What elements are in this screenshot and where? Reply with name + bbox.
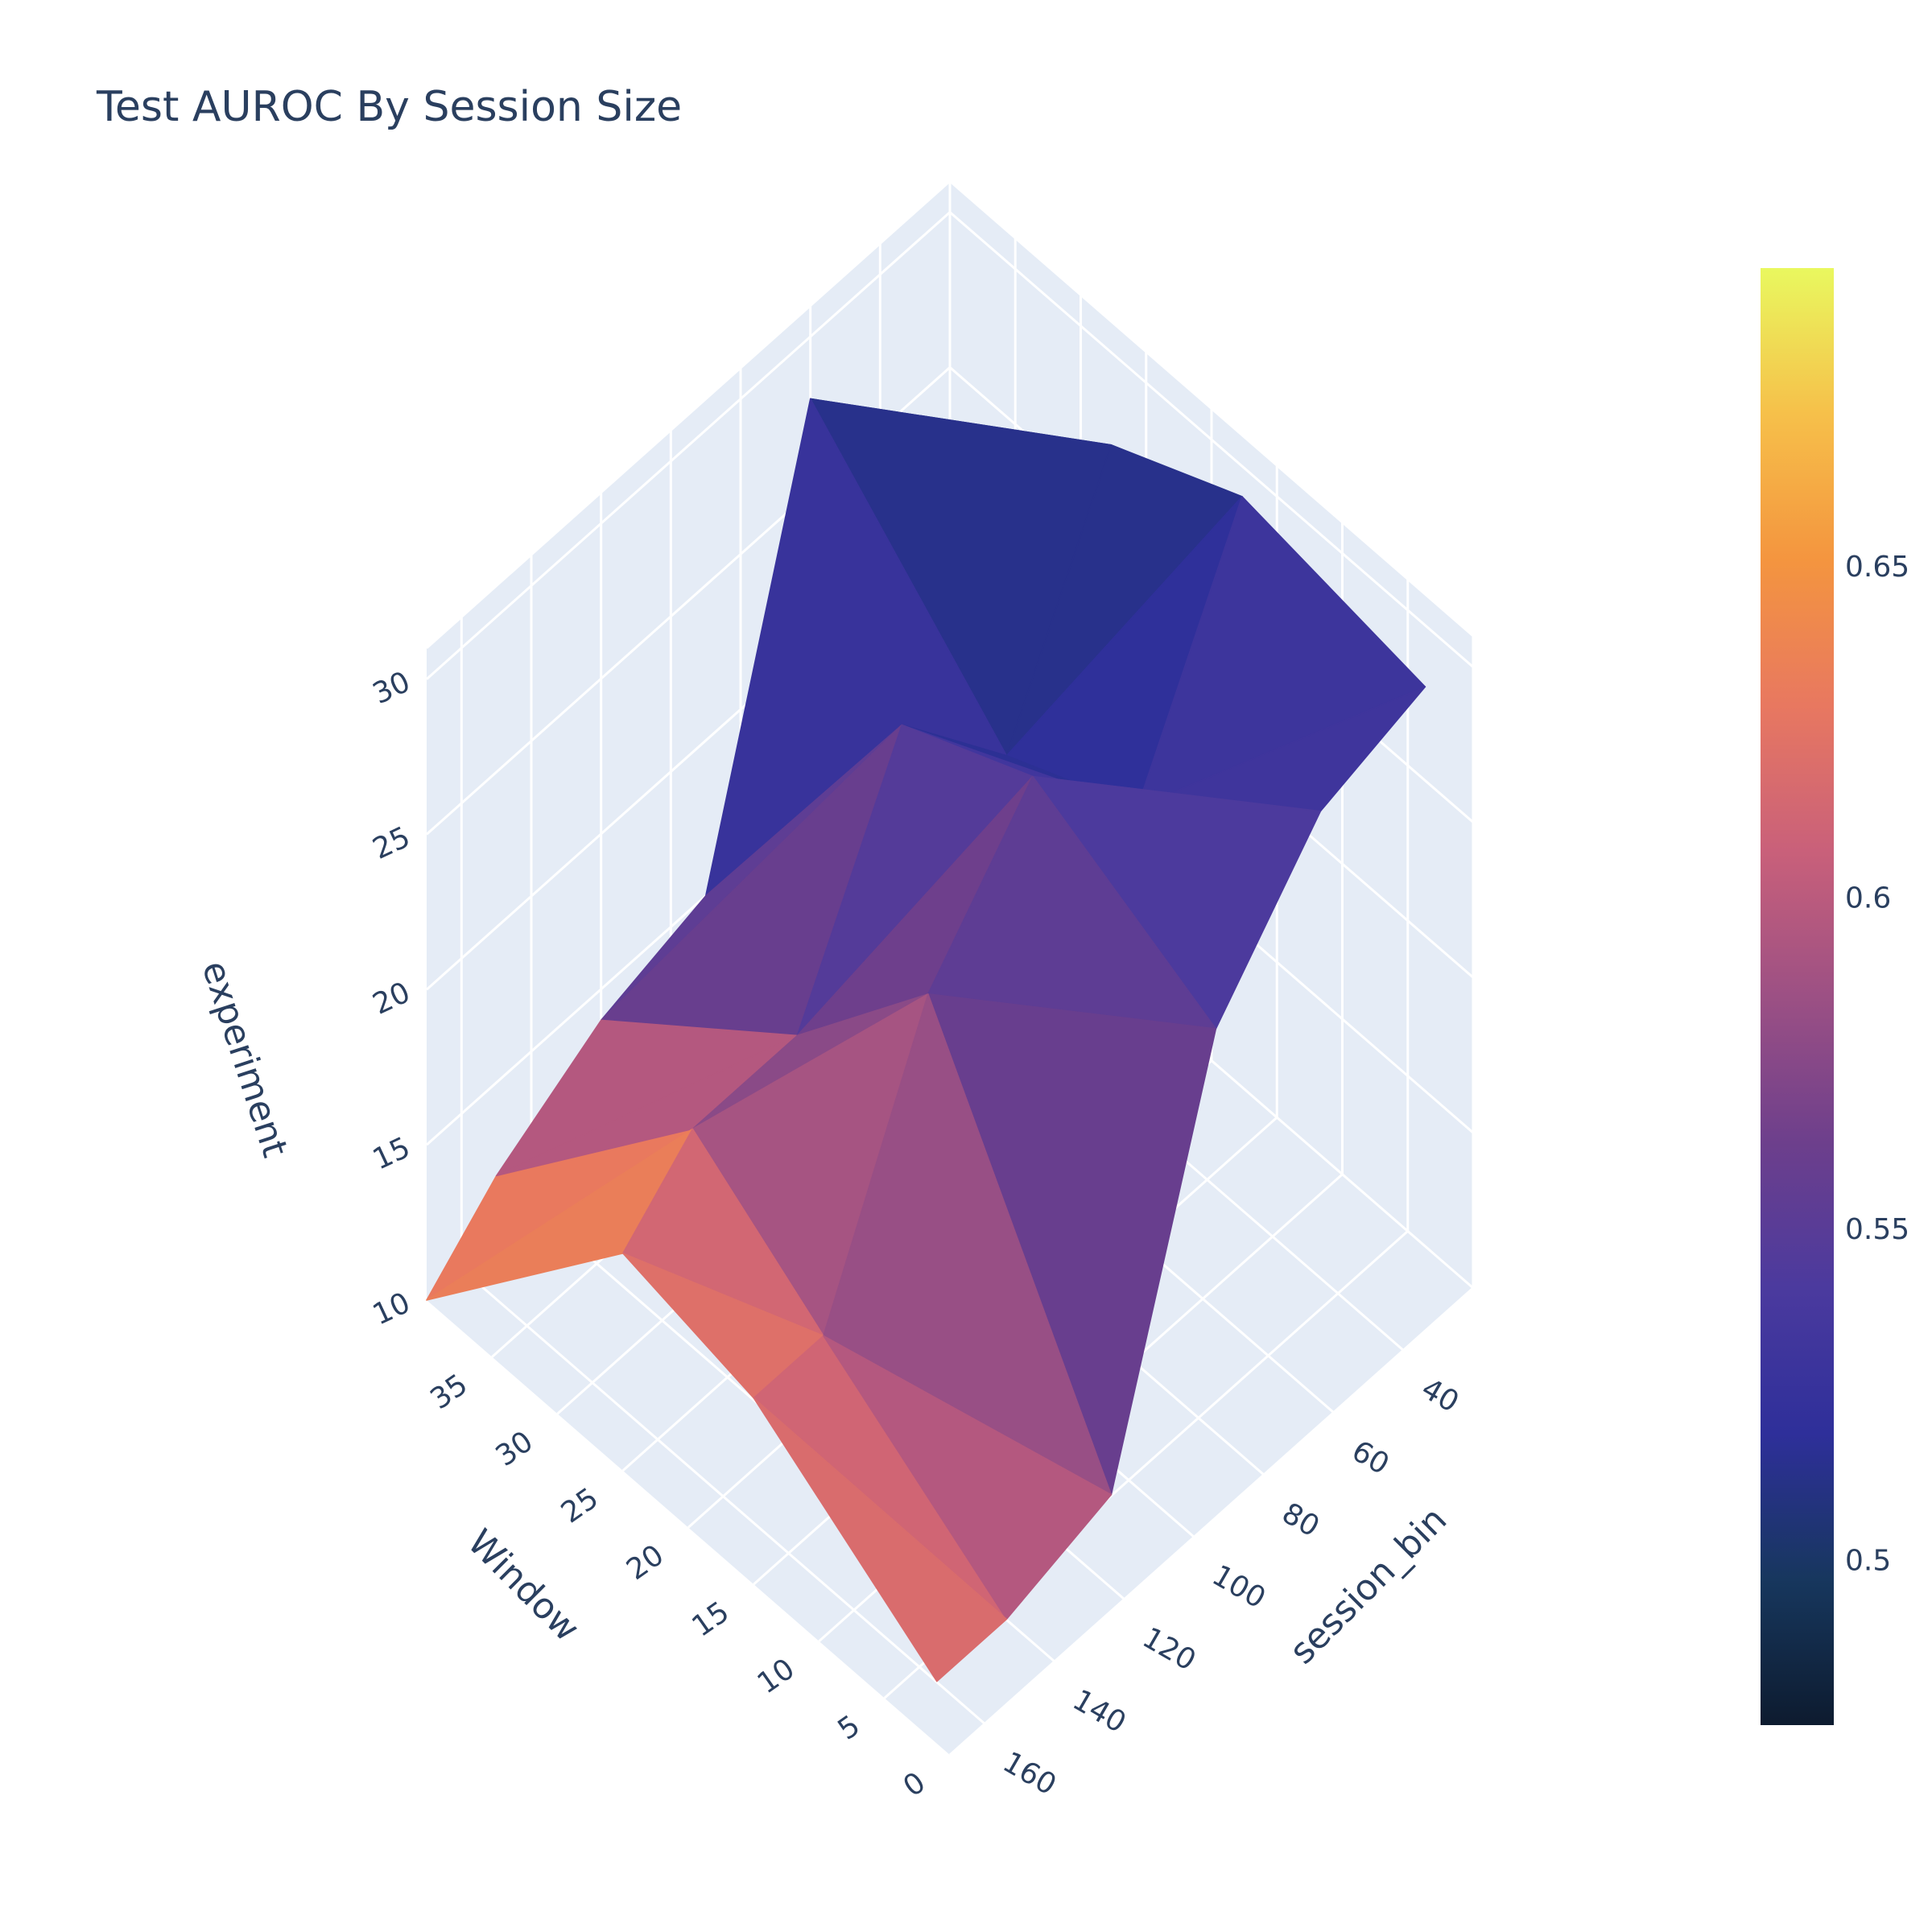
x-tick-label: 30 xyxy=(490,1425,539,1473)
z-tick-label: 15 xyxy=(368,1131,415,1177)
z-tick-label: 10 xyxy=(368,1286,415,1332)
z-tick-label: 30 xyxy=(368,666,415,712)
y-tick-label: 100 xyxy=(1207,1559,1271,1616)
z-axis-title: experiment xyxy=(193,956,295,1162)
surface-facet xyxy=(753,1397,1008,1682)
surface-plot xyxy=(426,398,1426,1682)
grid-line-z xyxy=(426,211,951,680)
surface-facet xyxy=(823,1335,1113,1620)
box-edge xyxy=(426,180,951,650)
x-tick-label: 5 xyxy=(832,1709,866,1747)
z-tick-label: 25 xyxy=(368,820,415,866)
colorbar-tick-label: 0.55 xyxy=(1845,1213,1909,1246)
x-axis-title: Window xyxy=(460,1521,588,1649)
colorbar-gradient xyxy=(1761,268,1834,1725)
chart-title: Test AUROC By Session Size xyxy=(96,83,682,131)
y-tick-label: 140 xyxy=(1067,1683,1132,1740)
z-tick-label: 20 xyxy=(368,976,415,1022)
colorbar-tick-label: 0.5 xyxy=(1845,1544,1891,1577)
colorbar-tick-label: 0.6 xyxy=(1845,882,1891,915)
box-edge xyxy=(949,180,1474,638)
y-tick-label: 120 xyxy=(1137,1621,1201,1678)
grid-line-z xyxy=(949,211,1474,668)
x-tick-label: 0 xyxy=(898,1766,931,1804)
grid-line-y xyxy=(460,1268,986,1725)
x-tick-label: 10 xyxy=(752,1653,801,1701)
x-tick-label: 25 xyxy=(555,1482,605,1530)
colorbar: 0.5 0.55 0.6 0.65 xyxy=(1761,268,1909,1725)
x-tick-label: 20 xyxy=(621,1538,670,1587)
grid-line-x xyxy=(949,1286,1474,1757)
y-tick-label: 40 xyxy=(1416,1373,1464,1419)
x-tick-label: 15 xyxy=(686,1596,735,1644)
y-tick-label: 160 xyxy=(997,1746,1062,1802)
colorbar-tick-label: 0.65 xyxy=(1845,551,1909,584)
y-tick-label: 80 xyxy=(1277,1496,1325,1543)
x-tick-label: 35 xyxy=(424,1368,473,1416)
y-tick-label: 60 xyxy=(1346,1435,1394,1481)
